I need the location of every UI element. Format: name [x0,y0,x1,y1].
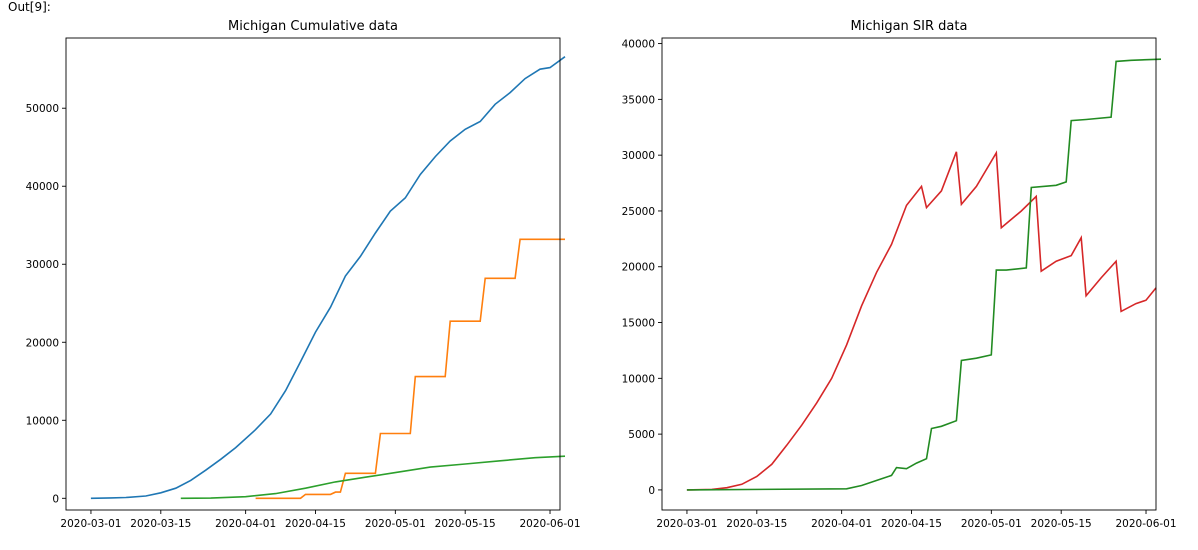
series-line-0-0 [90,56,566,500]
chart-title-cumulative: Michigan Cumulative data [227,19,399,34]
x-tick-label: 2020-05-01 [365,518,426,530]
y-tick-label: 50000 [26,103,59,115]
x-tick-label: 2020-03-15 [130,518,191,530]
x-tick-label: 2020-05-15 [435,518,496,530]
chart-title-sir: Michigan SIR data [850,19,968,34]
x-tick-label: 2020-04-15 [285,518,346,530]
series-line-0-1 [255,238,565,500]
series-line-0-2 [180,455,566,500]
y-tick-label: 40000 [26,181,59,193]
plot-frame [65,37,561,511]
y-tick-label: 0 [52,493,59,505]
y-tick-label: 20000 [26,337,59,349]
x-tick-label: 2020-06-01 [520,518,581,530]
y-tick-label: 30000 [26,259,59,271]
x-tick-label: 2020-03-01 [60,518,121,530]
figure-label: Out[9]: [8,0,51,14]
y-tick-label: 10000 [26,415,59,427]
x-tick-label: 2020-04-01 [215,518,276,530]
